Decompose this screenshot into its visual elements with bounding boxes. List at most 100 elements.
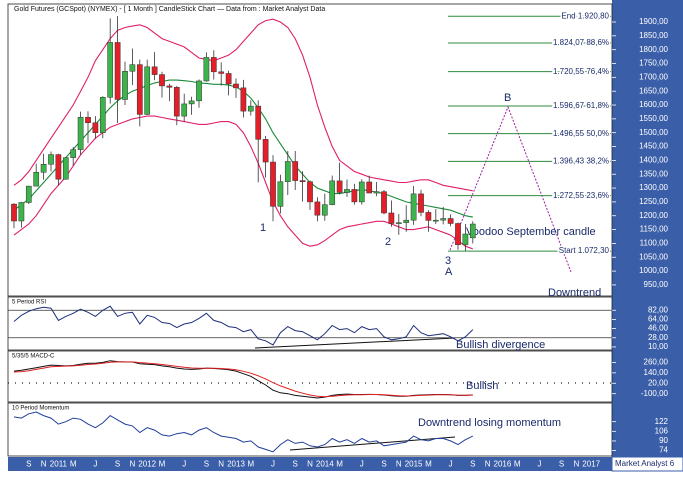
- annotation: Downtrend losing momentum: [418, 417, 561, 429]
- y-tick-label: 1750,00: [639, 59, 668, 68]
- x-tick-label: N: [218, 460, 224, 469]
- indicator-line: [13, 361, 473, 398]
- candle-body: [18, 202, 25, 222]
- candle-body: [344, 189, 350, 193]
- fib-level-label: Start 1.072,30: [559, 246, 610, 255]
- candle-body: [447, 218, 454, 224]
- candle-body: [321, 204, 328, 216]
- candle-body: [270, 161, 276, 207]
- y-tick-label: 28,00: [648, 333, 669, 342]
- candle-body: [107, 42, 114, 98]
- candle-body: [247, 105, 254, 112]
- y-tick-label: 82,00: [648, 305, 669, 314]
- candle-body: [85, 116, 91, 123]
- candle-body: [388, 212, 395, 224]
- x-tick-label: N: [130, 460, 136, 469]
- x-tick-label: M: [247, 460, 254, 469]
- candle-body: [114, 42, 121, 100]
- candle-body: [188, 100, 195, 105]
- y-tick-label: 10,00: [648, 342, 669, 351]
- x-tick-label: J: [360, 460, 364, 469]
- annotation: A: [445, 266, 453, 278]
- fib-level-label: 1.496,55 50,0%: [553, 129, 609, 138]
- candle-body: [307, 181, 313, 203]
- annotation: Bullish: [466, 380, 498, 392]
- y-tick-label: 1650,00: [639, 86, 668, 95]
- candle-body: [11, 203, 17, 222]
- candle-body: [314, 201, 321, 216]
- projection-path: [449, 105, 572, 273]
- y-tick-label: 1100,00: [640, 239, 669, 248]
- panel-title: 5/35/5 MACD-C: [12, 354, 55, 360]
- momentum-trendline: [289, 436, 456, 451]
- candle-body: [469, 223, 476, 239]
- y-tick-label: 1000,00: [639, 266, 668, 275]
- candle-body: [462, 233, 469, 246]
- x-tick-label: S: [381, 460, 386, 469]
- x-tick-label: M: [514, 460, 521, 469]
- price-panel-frame: [7, 3, 613, 297]
- y-tick-label: -100,00: [641, 389, 669, 398]
- x-tick-label: M: [336, 460, 343, 469]
- indicator-line: [13, 360, 473, 399]
- y-tick-label: 1500,00: [639, 128, 668, 137]
- macd-panel-frame: [7, 350, 613, 403]
- x-tick-label: N: [307, 460, 313, 469]
- y-tick-label: 1900,00: [639, 17, 668, 26]
- overlay-line: [13, 115, 473, 250]
- candle-body: [292, 161, 299, 181]
- candle-body: [218, 71, 225, 74]
- annotation: Downtrend: [548, 287, 601, 299]
- y-tick-label: 90: [659, 436, 668, 445]
- y-tick-label: 1200,00: [639, 211, 668, 220]
- candle-body: [425, 212, 432, 221]
- candle-body: [181, 103, 188, 117]
- candle-body: [33, 172, 40, 187]
- y-tick-label: 1600,00: [639, 100, 668, 109]
- x-tick-label: 2014: [316, 460, 334, 469]
- candle-body: [225, 73, 232, 85]
- fib-level-label: 1.720,55 76,4%: [553, 67, 609, 76]
- annotation: 3: [445, 255, 451, 267]
- x-tick-label: M: [70, 460, 77, 469]
- candle-body: [210, 57, 217, 73]
- x-tick-label: M: [425, 460, 432, 469]
- indicator-line: [13, 305, 474, 346]
- time-axis-bar: [8, 457, 612, 471]
- x-tick-label: J: [537, 460, 541, 469]
- candle-body: [62, 157, 69, 180]
- annotation: B: [504, 92, 511, 104]
- rsi-panel-frame: [7, 296, 613, 351]
- candle-body: [373, 191, 380, 194]
- candle-body: [366, 181, 373, 194]
- value-axis-column: [612, 0, 683, 457]
- candle-body: [70, 149, 77, 158]
- x-tick-label: N: [41, 460, 47, 469]
- candle-body: [25, 185, 32, 203]
- x-tick-label: 2016: [494, 460, 512, 469]
- y-tick-label: 1150,00: [640, 225, 669, 234]
- candle-body: [203, 57, 210, 82]
- candle-body: [240, 87, 247, 112]
- annotation: 2: [385, 236, 391, 248]
- overlay-line: [13, 18, 473, 192]
- x-tick-label: 2013: [227, 460, 245, 469]
- candle-body: [299, 180, 306, 182]
- candle-body: [233, 83, 239, 89]
- y-tick-label: 1550,00: [639, 114, 668, 123]
- candle-body: [329, 180, 336, 205]
- candle-body: [440, 218, 447, 221]
- candle-body: [455, 223, 461, 246]
- panel-title: 10 Period Momentum: [12, 406, 69, 412]
- candle-body: [166, 85, 173, 88]
- fib-level-label: 1.272,55 23,6%: [553, 191, 609, 200]
- candle-body: [136, 64, 143, 115]
- y-tick-label: 1250,00: [639, 197, 668, 206]
- candle-body: [403, 219, 410, 223]
- candle-body: [144, 66, 151, 115]
- candle-body: [262, 139, 269, 163]
- candle-body: [40, 164, 47, 173]
- y-tick-label: 64,00: [648, 315, 669, 324]
